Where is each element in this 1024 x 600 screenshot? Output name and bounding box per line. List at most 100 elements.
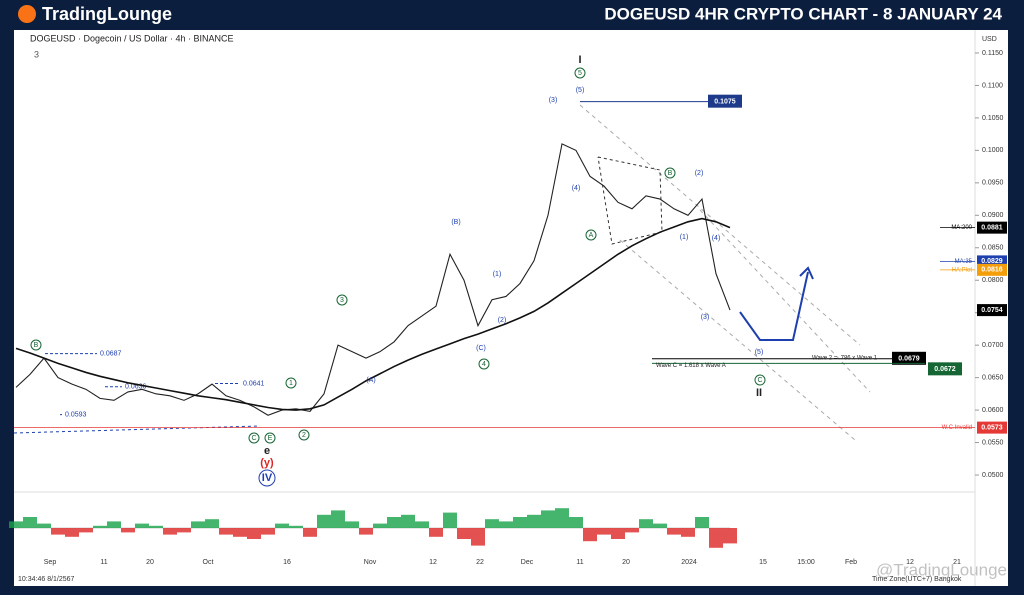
y-tick-label: 0.0600 bbox=[982, 407, 1004, 414]
osc-bar bbox=[135, 523, 149, 528]
wave-label: (3) bbox=[701, 314, 710, 321]
wave-label: E bbox=[268, 435, 273, 442]
price-tag-value: 0.0829 bbox=[981, 258, 1003, 265]
wave-label: (5) bbox=[576, 87, 585, 94]
osc-bar bbox=[429, 528, 443, 537]
wave-label: IV bbox=[262, 472, 273, 484]
wave-circle bbox=[574, 67, 586, 79]
osc-bar bbox=[79, 528, 93, 533]
y-tick-label: 0.1150 bbox=[982, 50, 1003, 57]
arrow-head bbox=[799, 266, 814, 280]
osc-bar bbox=[205, 519, 219, 528]
osc-bar bbox=[387, 517, 401, 528]
wave-label: 3 bbox=[340, 297, 344, 304]
osc-bar bbox=[9, 521, 23, 528]
mark-label: 0.0593 bbox=[65, 411, 87, 418]
osc-bar bbox=[513, 517, 527, 528]
tag-label: MA:200 bbox=[951, 225, 972, 231]
x-tick-label: 12 bbox=[429, 559, 437, 566]
wave-label: (C) bbox=[476, 345, 486, 352]
osc-bar bbox=[653, 523, 667, 528]
wave-circle bbox=[664, 167, 676, 179]
wave-label: (1) bbox=[493, 271, 502, 278]
level-tag bbox=[892, 351, 926, 365]
osc-bar bbox=[261, 528, 275, 535]
logo-icon bbox=[18, 5, 36, 23]
x-tick-label: Sep bbox=[44, 559, 57, 566]
channel-line bbox=[699, 209, 871, 393]
price-tag-value: 0.0881 bbox=[981, 224, 1003, 231]
osc-bar bbox=[51, 528, 65, 535]
osc-bar bbox=[247, 528, 261, 539]
y-tick-label: 0.1100 bbox=[982, 82, 1003, 89]
osc-bar bbox=[37, 523, 51, 528]
symbol: DOGEUSD · Dogecoin / US Dollar · 4h · BI… bbox=[30, 33, 234, 43]
osc-bar bbox=[583, 528, 597, 542]
osc-bar bbox=[149, 525, 163, 528]
page-title: DOGEUSD 4HR CRYPTO CHART - 8 JANUARY 24 bbox=[604, 4, 1002, 23]
wave-label: (3) bbox=[549, 97, 558, 104]
osc-bar bbox=[177, 528, 191, 533]
price-tag-value: 0.0573 bbox=[981, 424, 1003, 431]
wave-circle bbox=[30, 339, 42, 351]
wave-label: (2) bbox=[695, 170, 704, 177]
osc-bar bbox=[163, 528, 177, 535]
price-tag bbox=[977, 421, 1007, 434]
osc-bar bbox=[303, 528, 317, 537]
x-tick-label: Feb bbox=[845, 559, 857, 566]
y-tick-label: 0.0550 bbox=[982, 439, 1004, 446]
wave-circle bbox=[754, 374, 766, 386]
osc-bar bbox=[107, 521, 121, 528]
wave-label: (5) bbox=[755, 349, 764, 356]
osc-bar bbox=[499, 521, 513, 528]
tag-label: W.C.Invalid bbox=[942, 425, 972, 431]
osc-bar bbox=[625, 528, 639, 533]
wave-label: B bbox=[34, 342, 39, 349]
osc-bar bbox=[485, 519, 499, 528]
osc-bar bbox=[471, 528, 485, 546]
wave-label: C bbox=[251, 435, 256, 442]
wave-label: (1) bbox=[680, 234, 689, 241]
wave-label: 2 bbox=[302, 432, 306, 439]
timezone: Time Zone(UTC+7) Bangkok bbox=[872, 576, 962, 583]
y-tick-label: 0.1000 bbox=[982, 147, 1004, 154]
x-tick-label: Dec bbox=[521, 559, 534, 566]
wave-label: (A) bbox=[366, 377, 375, 384]
osc-bar bbox=[191, 521, 205, 528]
mark-label: 0.0636 bbox=[125, 384, 147, 391]
y-tick-label: 0.0950 bbox=[982, 180, 1004, 187]
osc-bar bbox=[569, 517, 583, 528]
osc-bar bbox=[219, 528, 233, 535]
x-tick-label: 21 bbox=[953, 559, 961, 566]
level-value: 0.0679 bbox=[898, 356, 920, 363]
osc-bar bbox=[93, 525, 107, 528]
wave-circle bbox=[585, 229, 597, 241]
osc-bar bbox=[401, 514, 415, 528]
wave-circle bbox=[478, 358, 490, 370]
osc-bar bbox=[457, 528, 471, 539]
mark-label: 0.0641 bbox=[243, 380, 265, 387]
x-tick-label: 2024 bbox=[681, 559, 697, 566]
y-tick-label: 0.0800 bbox=[982, 277, 1004, 284]
osc-bar bbox=[121, 528, 135, 533]
wave-label: II bbox=[756, 387, 762, 399]
wave-circle bbox=[264, 432, 276, 444]
wave-label: I bbox=[578, 54, 581, 66]
wave-label: 1 bbox=[289, 380, 293, 387]
wave-label: 4 bbox=[482, 361, 486, 368]
level-value: 0.0672 bbox=[934, 366, 956, 373]
level-tag bbox=[708, 94, 742, 108]
osc-bar bbox=[233, 528, 247, 537]
osc-bar bbox=[667, 528, 681, 535]
x-tick-label: 11 bbox=[576, 559, 583, 566]
wave-label: A bbox=[589, 232, 594, 239]
watermark: @TradingLounge bbox=[876, 560, 1007, 579]
level-tag bbox=[928, 362, 962, 376]
osc-bar bbox=[541, 510, 555, 528]
osc-bar bbox=[555, 508, 569, 528]
x-tick-label: Oct bbox=[203, 559, 214, 566]
timestamp: 10:34:46 8/1/2567 bbox=[18, 576, 75, 583]
y-tick-label: 0.0700 bbox=[982, 342, 1004, 349]
price-tag bbox=[977, 221, 1007, 234]
